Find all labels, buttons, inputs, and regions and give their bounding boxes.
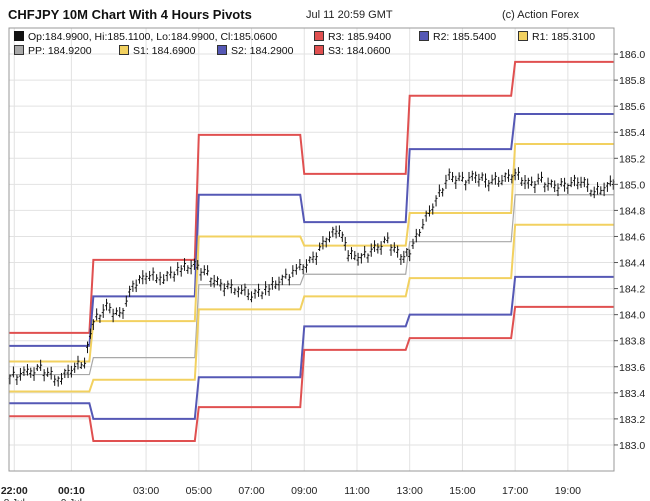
pivot-line-r1	[9, 142, 614, 363]
y-tick-label: 183.8	[619, 336, 645, 348]
y-tick-label: 184.0	[619, 310, 645, 322]
y-tick-label: 184.8	[619, 205, 645, 217]
x-tick-label: 11:00	[344, 485, 370, 497]
pivot-line-s3	[9, 305, 614, 443]
x-tick-label: 22:00	[1, 485, 28, 497]
pivot-lines	[9, 60, 614, 443]
y-tick-label: 185.4	[619, 127, 645, 139]
legend-r3-label: R3: 185.9400	[328, 31, 392, 43]
x-tick-label: 07:00	[238, 485, 264, 497]
x-tick-sublabel: 8 Jul	[4, 498, 25, 501]
plot-area-border	[8, 27, 615, 472]
x-tick-label: 03:00	[133, 485, 159, 497]
legend-r2: R2: 185.5400	[419, 31, 496, 43]
legend-swatch-r2	[419, 31, 429, 41]
pivot-line-s1	[9, 223, 614, 393]
x-tick-label: 15:00	[449, 485, 475, 497]
legend-s2: S2: 184.2900	[217, 45, 293, 57]
price-bars	[8, 167, 615, 387]
pivot-line-s2	[9, 275, 614, 420]
legend-s3-label: S3: 184.0600	[328, 45, 391, 57]
y-tick-label: 185.0	[619, 179, 645, 191]
y-tick-label: 185.2	[619, 153, 645, 165]
y-tick-label: 185.6	[619, 101, 645, 113]
pivot-line-r2	[9, 112, 614, 347]
legend-swatch-ohlc	[14, 31, 24, 41]
y-tick-label: 184.4	[619, 258, 645, 270]
y-tick-label: 186.0	[619, 49, 645, 61]
y-tick-label: 183.2	[619, 414, 645, 426]
x-tick-sublabel: 9 Jul	[61, 498, 82, 501]
legend-swatch-pp	[14, 45, 24, 55]
legend-ohlc: Op:184.9900, Hi:185.1100, Lo:184.9900, C…	[14, 31, 277, 43]
chart-timestamp: Jul 11 20:59 GMT	[306, 9, 393, 21]
grid-layer	[9, 28, 614, 471]
y-tick-label: 183.6	[619, 362, 645, 374]
y-tick-label: 183.0	[619, 440, 645, 452]
legend-s1: S1: 184.6900	[119, 45, 195, 57]
legend-ohlc-label: Op:184.9900, Hi:185.1100, Lo:184.9900, C…	[28, 31, 278, 43]
legend-pp: PP: 184.9200	[14, 45, 92, 57]
legend-swatch-s1	[119, 45, 129, 55]
chart-credit: (c) Action Forex	[502, 9, 580, 21]
legend-swatch-s2	[217, 45, 227, 55]
x-tick-label: 09:00	[291, 485, 317, 497]
chart-title: CHFJPY 10M Chart With 4 Hours Pivots	[8, 7, 252, 22]
legend-swatch-r3	[314, 31, 324, 41]
legend-swatch-r1	[518, 31, 528, 41]
legend-s1-label: S1: 184.6900	[133, 45, 196, 57]
x-tick-label: 17:00	[502, 485, 528, 497]
axes: 183.0 183.2 183.4 183.6 183.8 184.0 184.2 184.4…	[1, 27, 645, 501]
legend-r1-label: R1: 185.3100	[532, 31, 596, 43]
legend-s3: S3: 184.0600	[314, 45, 390, 57]
legend-r1: R1: 185.3100	[518, 31, 595, 43]
legend-s2-label: S2: 184.2900	[231, 45, 294, 57]
legend-r3: R3: 185.9400	[314, 31, 391, 43]
y-tick-label: 184.2	[619, 284, 645, 296]
legend-swatch-s3	[314, 45, 324, 55]
x-tick-label: 13:00	[397, 485, 423, 497]
legend-r2-label: R2: 185.5400	[433, 31, 497, 43]
pivot-line-pp	[9, 194, 614, 376]
x-tick-label: 19:00	[555, 485, 581, 497]
y-tick-label: 183.4	[619, 388, 645, 400]
x-tick-label: 00:10	[58, 485, 85, 497]
x-tick-label: 05:00	[186, 485, 212, 497]
pivot-line-r3	[9, 60, 614, 334]
legend-pp-label: PP: 184.9200	[28, 45, 92, 57]
y-tick-label: 185.8	[619, 75, 645, 87]
y-tick-label: 184.6	[619, 231, 645, 243]
